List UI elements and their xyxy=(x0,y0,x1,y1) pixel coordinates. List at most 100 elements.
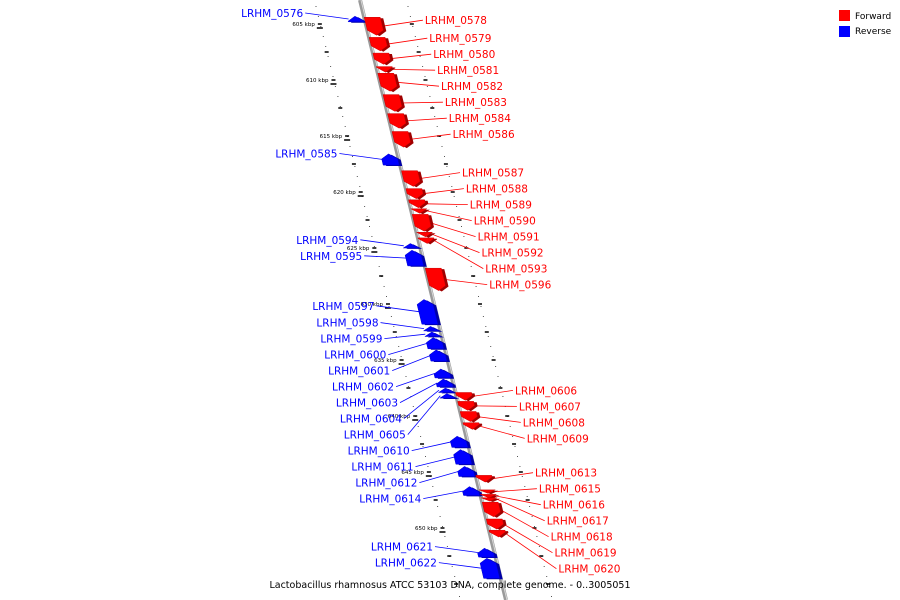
guide-dot xyxy=(317,16,319,17)
gene-label: LRHM_0593 xyxy=(485,264,547,276)
gene-label: LRHM_0600 xyxy=(324,350,386,362)
ruler-tick-label: 620 kbp xyxy=(333,190,356,196)
ruler-tick-label: 630 kbp xyxy=(361,302,384,308)
gene-arrow xyxy=(459,411,478,422)
guide-dot xyxy=(529,506,531,507)
gene-label: LRHM_0587 xyxy=(462,168,524,180)
gene-label: LRHM_0597 xyxy=(312,301,374,313)
label-leader xyxy=(403,389,440,419)
gene-label: LRHM_0586 xyxy=(453,129,515,141)
label-leader xyxy=(390,53,432,60)
legend-reverse: Reverse xyxy=(839,26,892,37)
label-leader xyxy=(496,495,541,506)
gene-arrow xyxy=(436,378,454,388)
guide-dot xyxy=(478,296,479,297)
gene-arrow xyxy=(405,188,424,199)
guide-dot xyxy=(320,26,322,27)
guide-dot xyxy=(470,266,472,267)
gene-label: LRHM_0616 xyxy=(543,500,605,512)
guide-dot xyxy=(390,316,392,317)
label-leader xyxy=(386,37,428,45)
label-leader xyxy=(430,222,476,237)
gene-label: LRHM_0599 xyxy=(320,334,382,346)
label-leader xyxy=(382,19,423,27)
label-leader xyxy=(492,472,534,480)
gene-arrow xyxy=(411,214,432,232)
label-leader xyxy=(474,405,517,407)
gene-arrow xyxy=(422,326,440,332)
guide-dot xyxy=(352,156,353,157)
gene-arrows xyxy=(347,15,509,580)
guide-dot xyxy=(422,66,424,67)
label-leader xyxy=(388,342,428,355)
gene-arrow xyxy=(381,153,400,166)
label-leader xyxy=(499,509,549,538)
guide-dot xyxy=(383,286,385,287)
label-leader xyxy=(419,471,459,483)
gene-label: LRHM_0580 xyxy=(433,49,495,61)
gene-arrow xyxy=(475,475,493,483)
gene-label: LRHM_0579 xyxy=(429,33,491,45)
legend-forward: Forward xyxy=(839,10,891,22)
guide-dot xyxy=(459,596,460,597)
gene-label: LRHM_0605 xyxy=(344,430,406,442)
guide-dot xyxy=(524,486,526,487)
guide-dot xyxy=(446,546,448,547)
ruler-tick-label: 625 kbp xyxy=(347,246,370,252)
gene-label: LRHM_0615 xyxy=(539,484,601,496)
gene-label: LRHM_0601 xyxy=(328,366,390,378)
gene-label: LRHM_0620 xyxy=(558,564,620,576)
gene-label: LRHM_0607 xyxy=(519,401,581,413)
guide-dot xyxy=(436,126,438,127)
gene-label: LRHM_0583 xyxy=(445,97,507,109)
guide-dot xyxy=(451,566,453,567)
gene-arrow xyxy=(462,422,480,430)
guide-dot xyxy=(551,596,552,597)
guide-dot xyxy=(456,206,458,207)
gene-label: LRHM_0598 xyxy=(316,318,378,330)
label-leader xyxy=(392,355,431,371)
legend-reverse-swatch xyxy=(839,26,850,37)
guide-dot xyxy=(434,116,436,117)
label-leader xyxy=(380,322,425,329)
label-leader xyxy=(432,234,480,253)
guide-dot xyxy=(482,316,484,317)
guide-dot xyxy=(546,576,548,577)
gene-arrow xyxy=(416,299,439,325)
guide-dot xyxy=(369,226,370,227)
gene-arrow xyxy=(408,199,426,208)
guide-dot xyxy=(538,546,540,547)
guide-dot xyxy=(426,86,428,87)
guide-dot xyxy=(417,46,419,47)
guide-dot xyxy=(386,296,387,297)
gene-arrow xyxy=(404,249,425,267)
guide-dot xyxy=(414,36,416,37)
guide-dot xyxy=(448,176,450,177)
label-leader xyxy=(423,490,464,499)
label-leader xyxy=(339,153,383,160)
gene-label: LRHM_0578 xyxy=(425,15,487,27)
guide-dot xyxy=(485,326,487,327)
guide-dot xyxy=(409,16,411,17)
guide-dot xyxy=(398,346,400,347)
label-leader xyxy=(376,305,420,313)
gene-label: LRHM_0603 xyxy=(336,398,398,410)
guide-dot xyxy=(487,336,489,337)
guide-dot xyxy=(431,106,433,107)
guide-dot xyxy=(422,446,424,447)
guide-dot xyxy=(454,576,456,577)
guide-dot xyxy=(412,406,414,407)
legend-reverse-label: Reverse xyxy=(855,27,892,37)
guide-dot xyxy=(456,586,458,587)
label-leader xyxy=(434,240,484,269)
guide-dot xyxy=(437,506,439,507)
guide-dot xyxy=(337,96,339,97)
label-leader xyxy=(505,533,557,570)
label-leader xyxy=(425,203,468,205)
gene-arrow xyxy=(424,267,446,291)
label-leader xyxy=(395,81,440,87)
label-leader xyxy=(364,255,407,259)
guide-dot xyxy=(465,246,467,247)
gene-label: LRHM_0608 xyxy=(523,417,585,429)
